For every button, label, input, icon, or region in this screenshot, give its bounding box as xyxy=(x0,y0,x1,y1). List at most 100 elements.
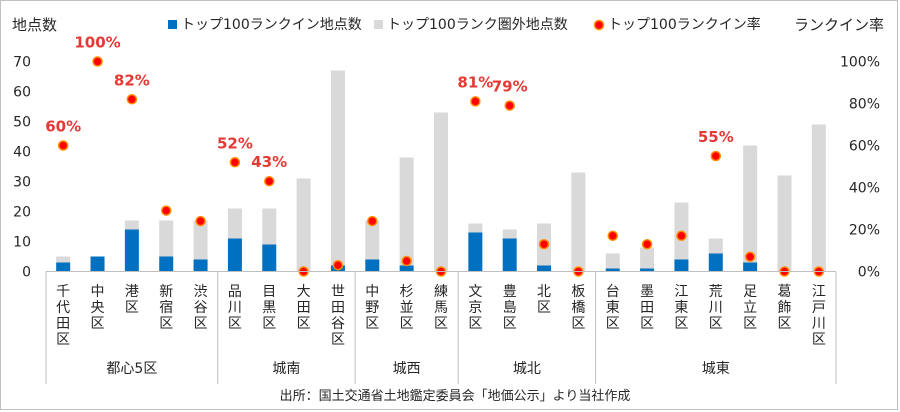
x-tick-label-char: 馬 xyxy=(434,300,448,316)
x-tick-label-char: 区 xyxy=(674,316,688,332)
x-tick-label-char: 北 xyxy=(537,284,551,300)
rate-point xyxy=(92,56,103,67)
y-tick-right: 80% xyxy=(849,97,880,113)
legend-label-outside: トップ100ランク圏外地点数 xyxy=(387,17,568,33)
x-tick-label-char: 谷 xyxy=(331,316,345,332)
bar-inside xyxy=(537,265,552,272)
y-tick-left: 70 xyxy=(13,55,31,71)
y-tick-left: 10 xyxy=(13,235,31,251)
x-tick-label-char: 並 xyxy=(400,300,414,316)
group-label: 城西 xyxy=(393,361,421,377)
bar-outside xyxy=(811,124,826,272)
rate-label: 81% xyxy=(457,73,493,91)
y-tick-left: 40 xyxy=(13,145,31,161)
x-tick-label-char: 江 xyxy=(674,284,688,300)
bar-outside xyxy=(159,220,174,257)
bar-inside xyxy=(365,259,380,272)
bar-outside xyxy=(708,238,723,254)
x-tick-label-char: 区 xyxy=(709,316,723,332)
x-tick-label-char: 区 xyxy=(365,316,379,332)
rate-point xyxy=(401,255,412,267)
bar-outside xyxy=(296,178,311,272)
y-tick-right: 40% xyxy=(849,181,880,197)
x-tick-label-char: 区 xyxy=(194,316,208,332)
rate-point xyxy=(126,94,138,105)
group-label: 城東 xyxy=(702,361,730,377)
bar-outside xyxy=(399,157,414,266)
rate-label: 55% xyxy=(698,128,734,146)
x-tick-label-char: 宿 xyxy=(159,299,173,316)
bar-inside xyxy=(227,238,242,272)
y-tick-left: 30 xyxy=(13,175,31,191)
x-tick-label-char: 立 xyxy=(743,300,757,316)
rate-label: 82% xyxy=(114,71,150,89)
legend-label-rate: トップ100ランクイン率 xyxy=(608,16,761,33)
x-tick-label-char: 荒 xyxy=(709,284,723,300)
bar-outside xyxy=(56,256,71,263)
rate-point xyxy=(470,96,481,107)
bar-inside xyxy=(193,259,208,272)
y-tick-right: 0% xyxy=(858,265,880,281)
bar-outside xyxy=(777,175,792,272)
x-tick-label-char: 区 xyxy=(262,316,276,332)
x-tick-label-char: 足 xyxy=(743,284,757,300)
x-tick-label-char: 田 xyxy=(297,300,311,316)
x-tick-label-char: 東 xyxy=(606,300,620,316)
group-labels: 都心5区 城南 城西 城北 城東 xyxy=(106,361,729,377)
bar-inside xyxy=(640,268,655,272)
bar-outside xyxy=(193,220,208,260)
x-tick-label-char: 中 xyxy=(91,284,105,300)
x-tick-label-char: 区 xyxy=(571,316,585,332)
rate-point xyxy=(676,230,687,242)
rate-label: 52% xyxy=(217,134,253,152)
rate-label: 79% xyxy=(492,78,528,96)
x-tick-label-char: 央 xyxy=(91,300,105,316)
legend-label-inside: トップ100ランクイン地点数 xyxy=(181,17,362,33)
rate-point xyxy=(710,150,722,162)
rate-point xyxy=(229,157,241,168)
x-tick-label-char: 区 xyxy=(468,316,482,332)
y-tick-left: 20 xyxy=(13,205,31,221)
group-label: 城北 xyxy=(513,361,541,377)
y-tick-right: 100% xyxy=(840,55,880,71)
x-tick-label-char: 港 xyxy=(125,284,139,300)
bar-outside xyxy=(571,172,586,272)
bar-inside xyxy=(743,262,758,272)
bar-inside xyxy=(674,259,689,272)
x-tick-label-char: 川 xyxy=(812,316,826,332)
x-tick-label-char: 練 xyxy=(434,284,448,300)
x-tick-label-char: 墨 xyxy=(640,284,654,300)
x-tick-label-char: 区 xyxy=(606,316,620,332)
y-tick-left: 50 xyxy=(13,115,31,131)
x-tick-label-char: 台 xyxy=(606,284,620,300)
x-tick-label-char: 区 xyxy=(812,332,826,348)
legend-swatch-outside xyxy=(374,20,383,29)
bar-outside xyxy=(330,70,345,266)
bar-outside xyxy=(468,223,483,233)
x-tick-label-char: 区 xyxy=(159,316,173,332)
y-tick-left: 0 xyxy=(22,265,31,281)
x-tick-label-char: 区 xyxy=(434,316,448,332)
x-tick-label-char: 葛 xyxy=(777,284,791,300)
x-tick-label-char: 島 xyxy=(503,300,517,316)
rate-label: 60% xyxy=(45,118,81,136)
x-tick-label-char: 区 xyxy=(640,316,654,332)
rate-point xyxy=(538,238,550,250)
y-tick-right: 20% xyxy=(849,223,880,239)
x-tick-label-char: 大 xyxy=(297,284,311,300)
x-tick-label-char: 代 xyxy=(56,300,70,316)
x-tick-label-char: 区 xyxy=(503,316,517,332)
x-tick-label-char: 区 xyxy=(228,316,242,332)
rate-point xyxy=(607,230,618,242)
legend-swatch-inside xyxy=(168,20,177,29)
rate-point xyxy=(160,205,172,216)
x-tick-label-char: 黒 xyxy=(262,300,276,316)
bar-outside xyxy=(502,229,517,239)
x-axis-labels: 千代田区中央区港区新宿区渋谷区品川区目黒区大田区世田谷区中野区杉並区練馬区文京区… xyxy=(56,284,826,348)
x-tick-label-char: 谷 xyxy=(194,300,208,316)
rate-point xyxy=(641,238,653,250)
bar-outside xyxy=(434,112,448,272)
bar-outside xyxy=(365,220,380,260)
x-tick-label-char: 文 xyxy=(468,284,482,300)
bar-inside xyxy=(56,262,71,272)
